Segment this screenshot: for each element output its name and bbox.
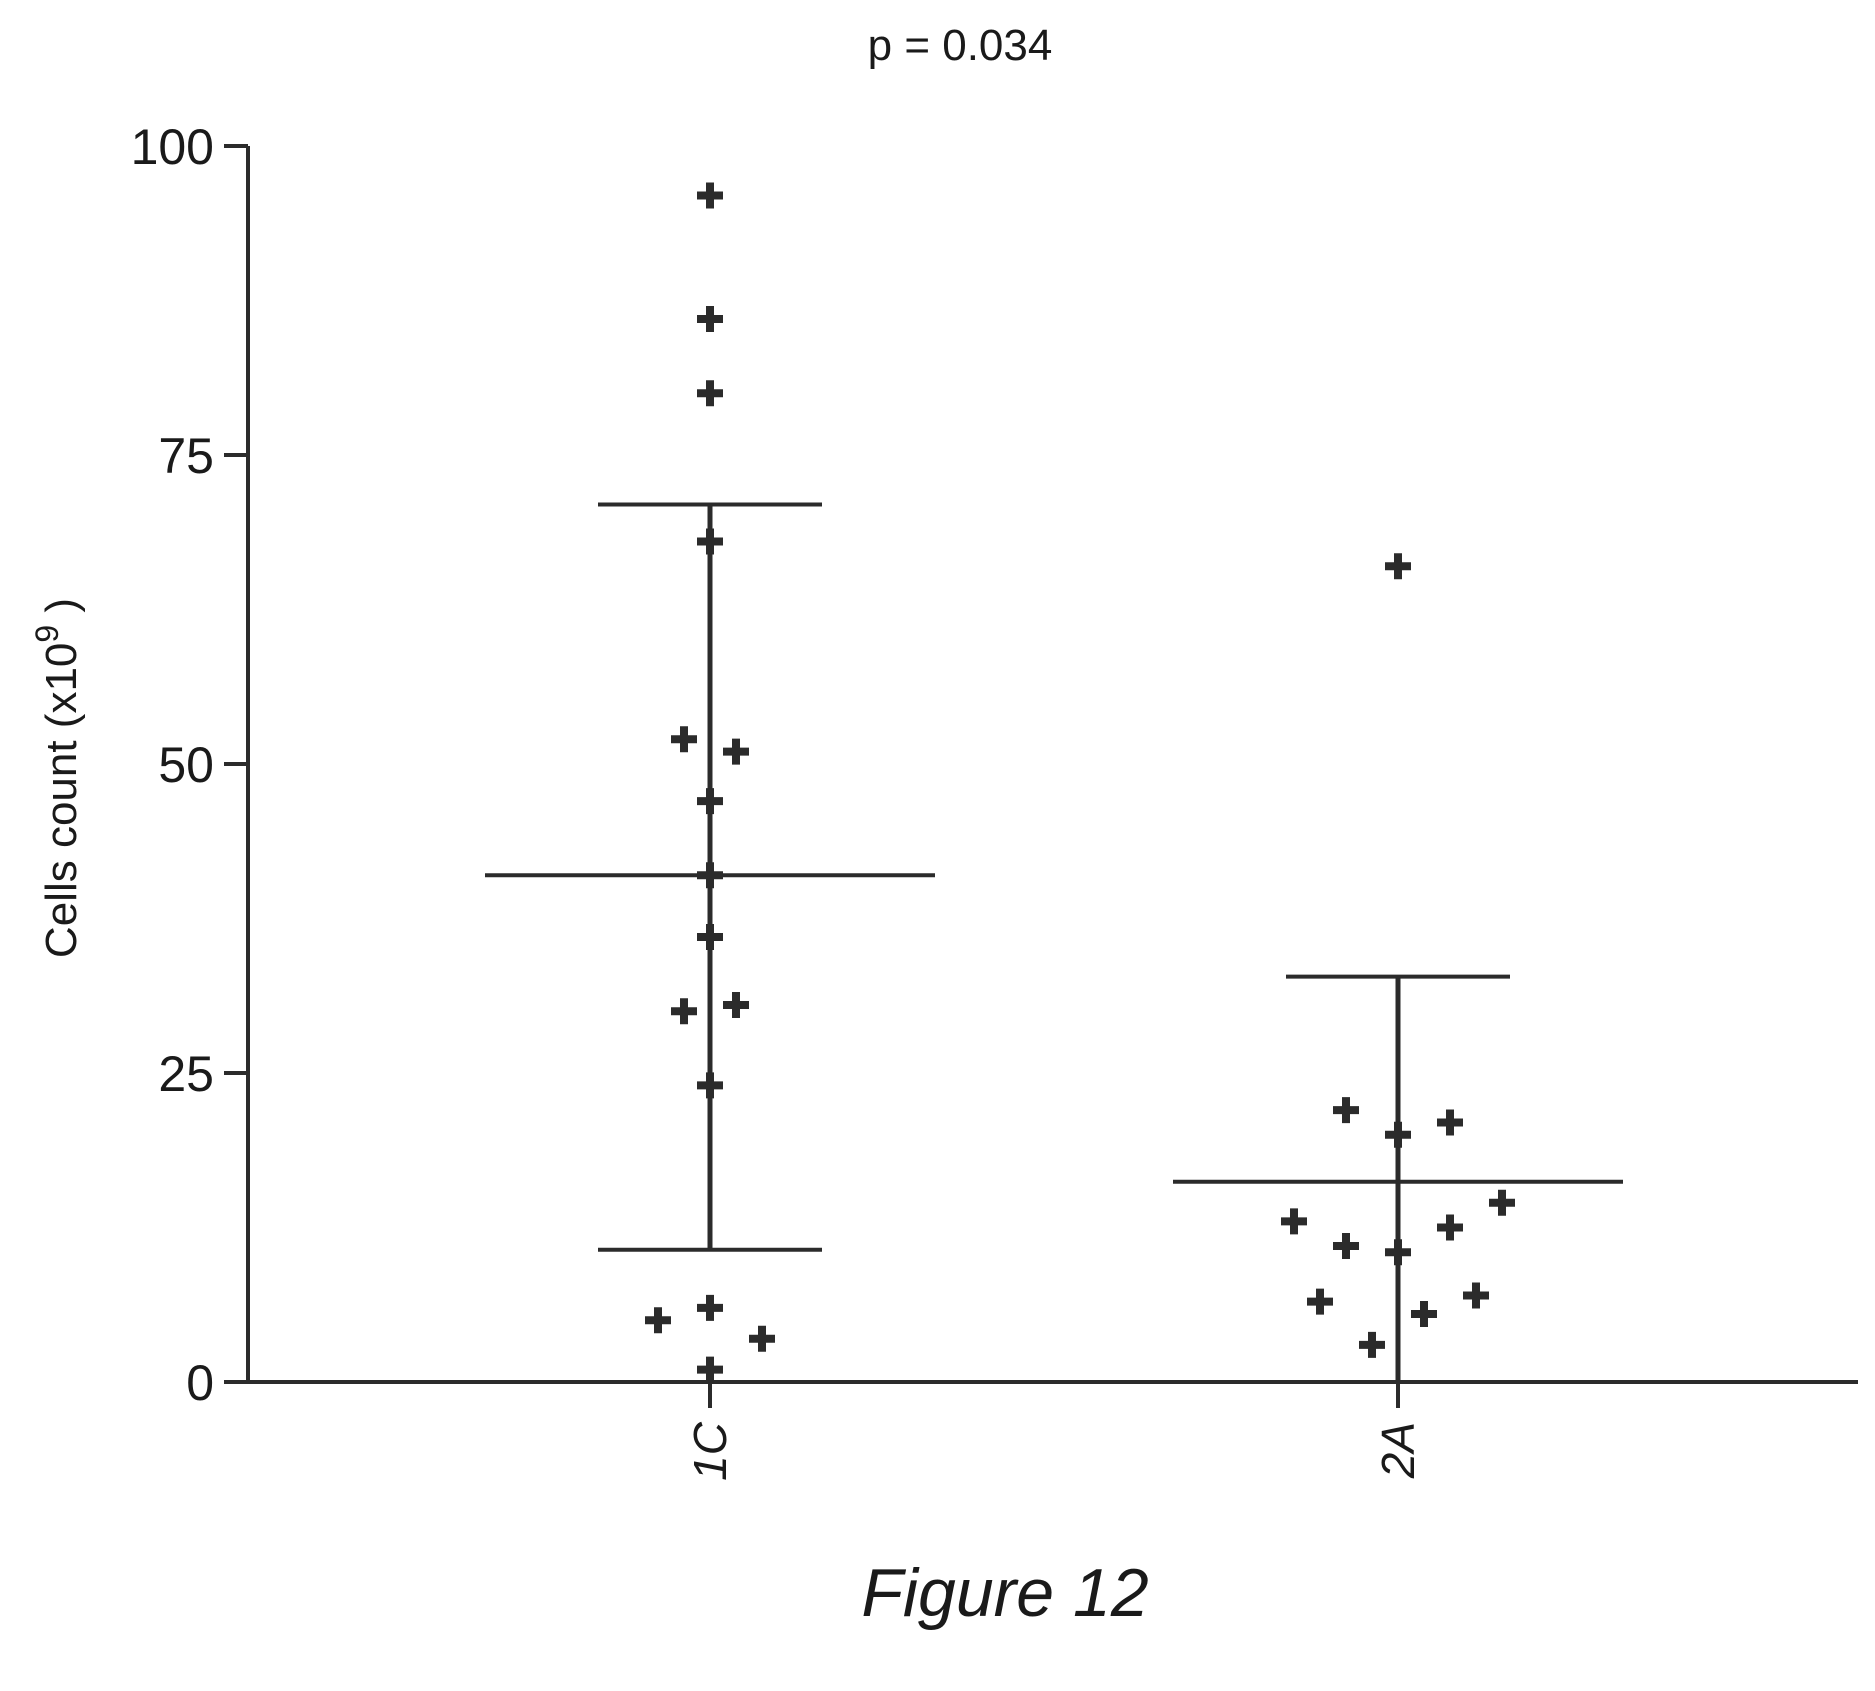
data-point-plus-marker (671, 998, 697, 1025)
data-point-plus-marker (1281, 1208, 1307, 1235)
p-value-annotation: p = 0.034 (868, 21, 1053, 70)
y-axis-title-main: Cells count (x10 (37, 643, 86, 958)
data-point-plus-marker (697, 862, 723, 889)
y-axis-title: Cells count (x109 ) (29, 598, 86, 958)
data-point-plus-marker (697, 528, 723, 555)
y-axis-title-exponent: 9 (29, 625, 65, 643)
x-category-label: 2A (1372, 1422, 1424, 1479)
data-point-plus-marker (1385, 1239, 1411, 1266)
data-point-plus-marker (1411, 1301, 1437, 1328)
y-tick-label: 0 (186, 1355, 214, 1411)
data-point-plus-marker (723, 992, 749, 1019)
data-point-plus-marker (1333, 1233, 1359, 1260)
data-points (645, 182, 1515, 1383)
data-point-plus-marker (697, 924, 723, 951)
data-point-plus-marker (697, 1072, 723, 1099)
data-point-plus-marker (1463, 1282, 1489, 1309)
data-point-plus-marker (723, 738, 749, 765)
y-tick-label: 100 (131, 119, 214, 175)
y-axis: 0 25 50 75 100 (131, 119, 250, 1411)
data-point-plus-marker (697, 380, 723, 407)
y-axis-title-suffix: ) (37, 598, 86, 625)
y-tick-label: 75 (158, 428, 214, 484)
data-point-plus-marker (1333, 1097, 1359, 1124)
y-tick-label: 25 (158, 1046, 214, 1102)
data-point-plus-marker (1489, 1189, 1515, 1216)
data-point-plus-marker (749, 1325, 775, 1352)
data-point-plus-marker (645, 1307, 671, 1334)
x-axis: 1C 2A (248, 1380, 1858, 1481)
error-bars (485, 502, 1623, 1384)
data-point-plus-marker (697, 1356, 723, 1383)
data-point-plus-marker (1385, 553, 1411, 580)
data-point-plus-marker (1385, 1121, 1411, 1148)
data-point-plus-marker (697, 1294, 723, 1321)
data-point-plus-marker (1307, 1288, 1333, 1315)
data-point-plus-marker (1437, 1109, 1463, 1136)
y-tick-label: 50 (158, 737, 214, 793)
data-point-plus-marker (697, 306, 723, 333)
data-point-plus-marker (697, 788, 723, 815)
data-point-plus-marker (671, 726, 697, 753)
x-category-label: 1C (684, 1421, 736, 1481)
figure-caption: Figure 12 (861, 1555, 1148, 1631)
data-point-plus-marker (1359, 1331, 1385, 1358)
data-point-plus-marker (1437, 1214, 1463, 1241)
data-point-plus-marker (697, 182, 723, 209)
